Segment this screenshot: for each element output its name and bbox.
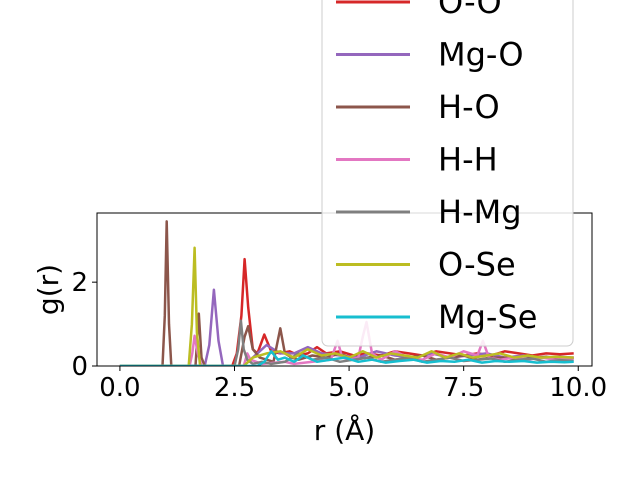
legend-label-h-h: H-H bbox=[438, 141, 498, 179]
x-tick-label: 7.5 bbox=[443, 373, 484, 403]
legend-label-mg-o: Mg-O bbox=[438, 36, 524, 74]
x-axis-label: r (Å) bbox=[314, 413, 375, 447]
y-axis-label: g(r) bbox=[32, 264, 65, 315]
series-line-o-se bbox=[119, 246, 574, 366]
y-tick-label: 2 bbox=[71, 268, 88, 298]
x-tick-label: 2.5 bbox=[214, 373, 255, 403]
legend-label-o-o: O-O bbox=[438, 0, 502, 21]
legend-label-h-o: H-O bbox=[438, 88, 500, 126]
legend-label-o-se: O-Se bbox=[438, 246, 516, 284]
series-line-mg-se bbox=[119, 350, 574, 366]
ticks-layer: 0.0 2.5 5.0 7.5 10.0 0 2 bbox=[71, 268, 607, 403]
legend: O-O Mg-O H-O H-H H-Mg O-Se Mg-Se bbox=[321, 0, 574, 347]
legend-label-h-mg: H-Mg bbox=[438, 193, 522, 231]
x-tick-label: 10.0 bbox=[549, 373, 607, 403]
legend-label-mg-se: Mg-Se bbox=[438, 298, 537, 336]
x-tick-label: 0.0 bbox=[99, 373, 140, 403]
legend-frame bbox=[321, 0, 574, 347]
y-tick-label: 0 bbox=[71, 352, 88, 382]
x-tick-label: 5.0 bbox=[328, 373, 369, 403]
